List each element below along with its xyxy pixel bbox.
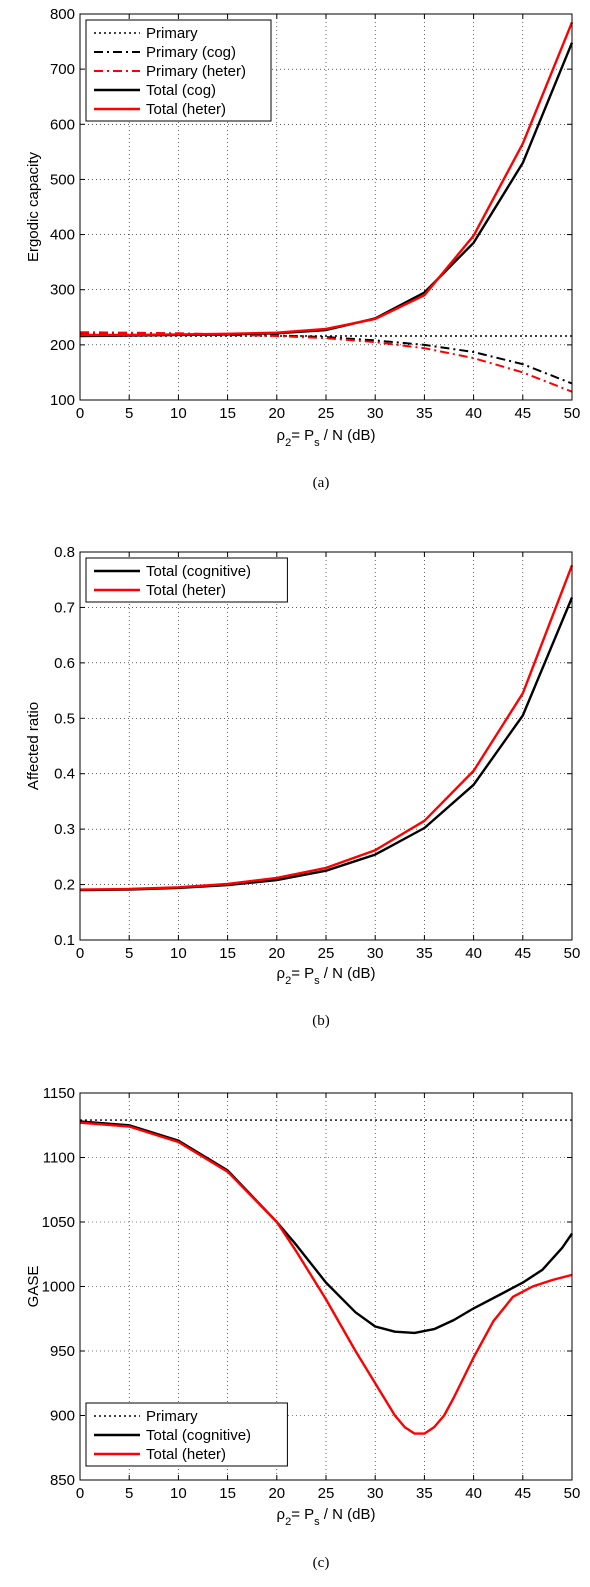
plot-frame: [79, 551, 573, 941]
x-tick-label: 10: [170, 405, 187, 422]
x-tick-label: 10: [170, 945, 187, 962]
y-tick-label: 200: [50, 337, 75, 354]
y-axis-label: GASE: [25, 1266, 42, 1308]
y-tick-label: 400: [50, 227, 75, 244]
legend: Primary Primary (cog) Primary (heter) Total…: [85, 19, 272, 122]
x-tick-label: 45: [514, 1485, 531, 1502]
x-tick-label: 40: [465, 405, 482, 422]
x-tick-label: 0: [76, 1485, 84, 1502]
y-tick-label: 0.8: [54, 544, 75, 561]
x-tick-label: 35: [416, 405, 433, 422]
legend: Primary Total (cognitive) Total (heter): [85, 1402, 288, 1467]
legend: Total (cognitive) Total (heter): [85, 557, 288, 603]
series-line-total-cognitive-: [79, 597, 574, 892]
x-tick-label: 25: [318, 945, 335, 962]
y-tick-label: 850: [50, 1472, 75, 1489]
legend-label: Total (heter): [146, 101, 226, 118]
y-tick-label: 1000: [42, 1279, 75, 1296]
y-tick-label: 0.6: [54, 655, 75, 672]
y-tick-label: 0.5: [54, 710, 75, 727]
x-tick-label: 25: [318, 1485, 335, 1502]
legend-label: Total (cog): [146, 82, 216, 99]
legend-label: Total (heter): [146, 1446, 226, 1463]
x-tick-label: 30: [367, 945, 384, 962]
x-tick-label: 25: [318, 405, 335, 422]
x-tick-label: 45: [514, 405, 531, 422]
series-line-total-heter-: [79, 1121, 573, 1435]
x-tick-label: 10: [170, 1485, 187, 1502]
y-tick-label: 950: [50, 1343, 75, 1360]
legend-label: Total (cognitive): [146, 1427, 251, 1444]
y-tick-label: 600: [50, 116, 75, 133]
x-tick-label: 5: [125, 1485, 133, 1502]
x-tick-label: 30: [367, 1485, 384, 1502]
figure-caption: (a): [313, 475, 330, 491]
y-tick-label: 0.7: [54, 599, 75, 616]
legend-label: Total (cognitive): [146, 563, 251, 580]
x-tick-label: 30: [367, 405, 384, 422]
x-tick-label: 45: [514, 945, 531, 962]
x-tick-label: 15: [219, 405, 236, 422]
y-tick-label: 0.2: [54, 877, 75, 894]
legend-label: Total (heter): [146, 582, 226, 599]
y-tick-label: 300: [50, 282, 75, 299]
x-tick-label: 50: [564, 405, 581, 422]
chart-panel-b: 0 5 10 15 20 25 30 35 40 45 50 0.1 0.2 0.3 0.4 0.5 0.6 0.…: [25, 544, 580, 1029]
legend-box: [85, 557, 288, 603]
y-axis-label: Affected ratio: [25, 702, 42, 790]
x-tick-label: 50: [564, 1485, 581, 1502]
x-tick-label: 50: [564, 945, 581, 962]
y-tick-label: 900: [50, 1408, 75, 1425]
series-line-primary-heter-: [79, 331, 573, 393]
x-tick-label: 5: [125, 945, 133, 962]
x-tick-label: 40: [465, 945, 482, 962]
y-tick-label: 0.3: [54, 821, 75, 838]
y-tick-label: 500: [50, 171, 75, 188]
x-tick-label: 0: [76, 405, 84, 422]
x-tick-label: 40: [465, 1485, 482, 1502]
legend-label: Primary: [146, 1408, 198, 1425]
figure-caption: (c): [313, 1555, 330, 1571]
x-axis-label: ρ2= Ps / N (dB): [277, 965, 376, 987]
series-line-total-heter-: [79, 564, 574, 891]
x-axis-label: ρ2= Ps / N (dB): [277, 427, 376, 449]
y-tick-label: 1100: [43, 1150, 75, 1167]
y-tick-label: 700: [50, 61, 75, 78]
y-tick-label: 100: [50, 392, 75, 409]
figure-caption: (b): [312, 1013, 330, 1029]
x-tick-label: 20: [268, 1485, 285, 1502]
legend-label: Primary (heter): [146, 63, 246, 80]
x-tick-label: 20: [268, 405, 285, 422]
chart-panel-c: 0 5 10 15 20 25 30 35 40 45 50 850 900 950 1000 1050 110…: [25, 1085, 580, 1571]
legend-label: Primary: [146, 25, 198, 42]
y-tick-label: 0.1: [54, 932, 75, 949]
y-tick-label: 800: [50, 6, 75, 23]
y-axis-label: Ergodic capacity: [25, 151, 42, 262]
x-tick-label: 35: [416, 1485, 433, 1502]
x-tick-label: 20: [268, 945, 285, 962]
y-tick-label: 0.4: [54, 766, 75, 783]
legend-label: Primary (cog): [146, 44, 236, 61]
y-tick-label: 1150: [43, 1085, 75, 1102]
x-tick-label: 5: [125, 405, 133, 422]
x-tick-label: 35: [416, 945, 433, 962]
x-tick-label: 15: [219, 945, 236, 962]
x-tick-label: 15: [219, 1485, 236, 1502]
chart-panel-a: 0 5 10 15 20 25 30 35 40 45 50 100 200 300 400 500 600 70…: [25, 6, 580, 491]
x-tick-label: 0: [76, 945, 84, 962]
y-tick-label: 1050: [42, 1214, 75, 1231]
series-line-total-heter-: [80, 21, 574, 337]
x-axis-label: ρ2= Ps / N (dB): [277, 1506, 376, 1528]
